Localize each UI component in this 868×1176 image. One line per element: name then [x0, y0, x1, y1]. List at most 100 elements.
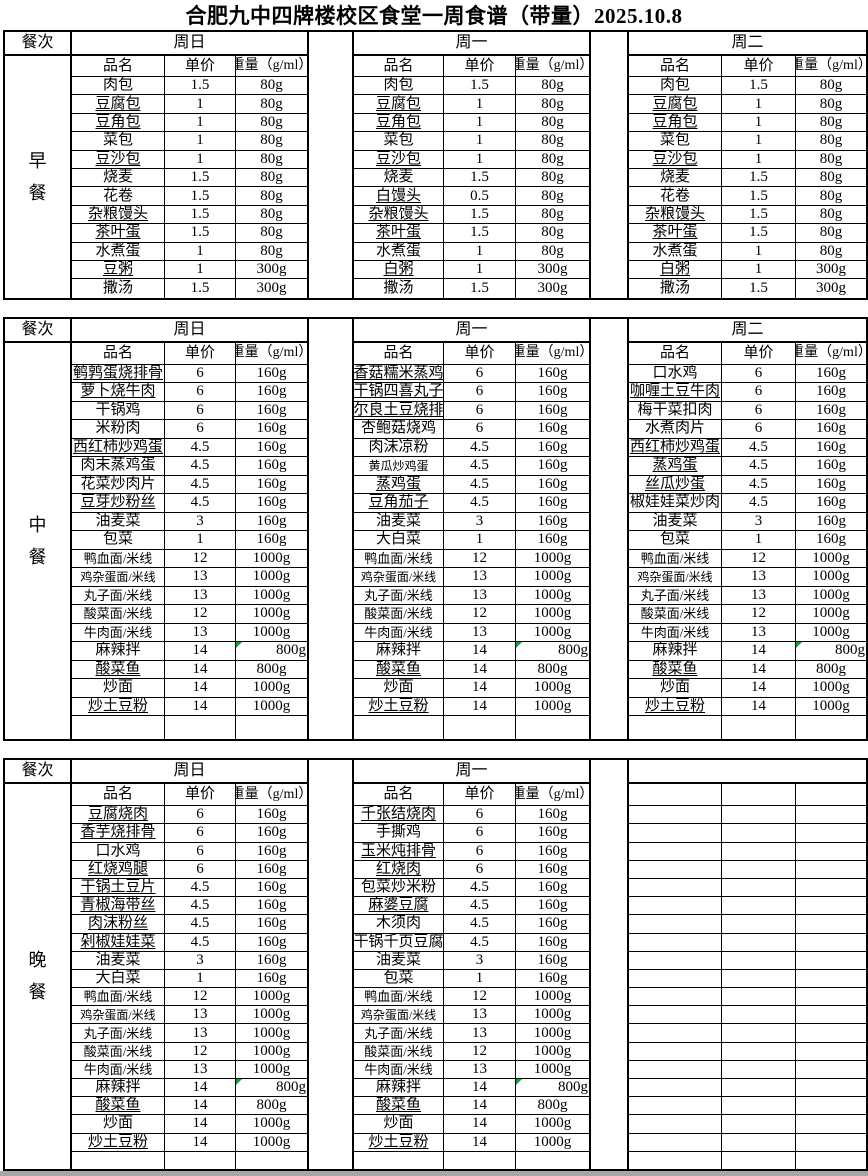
item-name-cell: 豆角包: [354, 113, 444, 133]
item-name-cell: 萝卜烧牛肉: [72, 383, 165, 402]
item-name-cell: [629, 878, 722, 898]
item-price-cell: 14: [444, 642, 516, 661]
item-qty-cell: 160g: [796, 420, 866, 439]
item-qty-cell: 160g: [516, 420, 589, 439]
item-qty-cell: 160g: [516, 365, 589, 384]
subheader-qty: 重量（g/ml）: [796, 343, 866, 365]
item-qty-cell: 800g: [236, 642, 307, 661]
empty-cell: [796, 1152, 866, 1169]
item-name-cell: 炒土豆粉: [354, 1133, 444, 1152]
item-price-cell: 13: [444, 586, 516, 606]
item-price-cell: 13: [444, 1006, 516, 1025]
item-price-cell: [722, 878, 796, 898]
item-price-cell: 13: [165, 586, 236, 606]
day-header: 周日: [72, 319, 307, 343]
item-name-cell: 菜包: [629, 132, 722, 151]
item-qty-cell: 80g: [236, 95, 307, 114]
item-price-cell: 14: [165, 1115, 236, 1134]
item-qty-cell: 80g: [796, 151, 866, 169]
item-qty-cell: 300g: [537, 279, 568, 296]
spacer-column: [307, 915, 354, 934]
item-price-cell: 6: [722, 364, 796, 384]
item-qty-cell: 1000g: [796, 568, 866, 587]
item-qty-cell: 1000g: [236, 568, 307, 587]
item-name-cell: 豆腐包: [629, 95, 722, 114]
item-name-cell: 牛肉面/米线: [72, 623, 165, 643]
item-price-cell: 14: [444, 660, 516, 680]
item-price-cell: [722, 1006, 796, 1025]
item-qty-cell: 1000g: [236, 1134, 307, 1152]
item-price-cell: 13: [722, 623, 796, 643]
item-name-cell: 豆粥: [72, 260, 165, 280]
meal-label-char: 餐: [28, 982, 47, 1003]
spacer-column: [307, 933, 354, 952]
item-name-cell: [629, 1079, 722, 1098]
spacer-column: [589, 205, 629, 225]
item-qty-cell: 160g: [236, 861, 307, 879]
item-price-cell: [722, 860, 796, 879]
subheader-name: 品名: [629, 342, 722, 365]
item-price-cell: 1: [722, 531, 796, 550]
subheader-qty: 重量（g/ml）: [516, 56, 589, 77]
item-price-cell: 14: [165, 642, 236, 661]
item-qty-cell: 1000g: [236, 1006, 307, 1025]
item-qty-cell: 160g: [516, 934, 589, 952]
item-qty-cell: 1000g: [516, 1043, 589, 1061]
item-price-cell: 4.5: [165, 915, 236, 934]
item-name-cell: 鸡杂蛋面/米线: [354, 568, 444, 587]
item-name-cell: 炒土豆粉: [72, 697, 165, 717]
item-qty-cell: 80g: [516, 95, 589, 114]
item-qty-cell: 80g: [796, 169, 866, 188]
item-price-cell: 13: [444, 568, 516, 587]
item-price-cell: 6: [165, 806, 236, 825]
item-price-cell: 1: [444, 531, 516, 550]
item-name-cell: 剁椒娃娃菜: [72, 933, 165, 952]
spacer-column: [589, 32, 629, 56]
item-name-cell: 炒面: [354, 679, 444, 698]
item-price-cell: 6: [444, 401, 516, 421]
spacer-column: [307, 878, 354, 898]
item-name-cell: 红烧鸡腿: [72, 860, 165, 879]
spacer-column: [307, 420, 354, 439]
item-qty-cell: 80g: [516, 132, 589, 151]
subheader-name: [629, 784, 722, 807]
item-price-cell: [722, 897, 796, 916]
spacer-column: [589, 77, 629, 96]
item-qty-cell: [796, 1006, 866, 1025]
item-price-cell: 1: [444, 113, 516, 133]
item-price-cell: 6: [165, 383, 236, 402]
item-price-cell: 14: [444, 1115, 516, 1134]
item-name-cell: 茶叶蛋: [629, 224, 722, 243]
item-price-cell: 6: [165, 824, 236, 843]
item-qty-cell: 160g: [516, 843, 589, 861]
item-qty-cell: 800g: [516, 642, 589, 661]
item-name-cell: 鸭血面/米线: [72, 988, 165, 1007]
empty-cell: [165, 716, 236, 740]
item-name-cell: 西红柿炒鸡蛋: [72, 438, 165, 458]
item-price-cell: 4.5: [722, 494, 796, 513]
empty-cell: [72, 716, 165, 740]
empty-cell: [354, 716, 444, 740]
item-price-cell: 1.5: [165, 279, 236, 298]
item-qty-cell: 160g: [796, 365, 866, 384]
item-qty-cell: 80g: [236, 114, 307, 133]
spacer-column: [589, 475, 629, 495]
item-price-cell: 6: [444, 824, 516, 843]
item-price-cell: 13: [444, 1060, 516, 1079]
item-price-cell: 14: [722, 697, 796, 717]
item-qty-cell: 1000g: [796, 624, 866, 643]
spacer-column: [589, 531, 629, 550]
item-name-cell: 豆腐包: [354, 95, 444, 114]
item-price-cell: 6: [722, 383, 796, 402]
item-name-cell: 菜包: [72, 132, 165, 151]
item-name-cell: 口水鸡: [72, 842, 165, 861]
item-name-cell: 蒸鸡蛋: [354, 475, 444, 495]
item-name-cell: 鸡杂蛋面/米线: [72, 568, 165, 587]
spacer-column: [589, 568, 629, 587]
item-price-cell: 1: [165, 113, 236, 133]
item-price-cell: 13: [165, 623, 236, 643]
spacer-column: [589, 187, 629, 206]
spacer-column: [307, 642, 354, 661]
item-name-cell: 油麦菜: [72, 951, 165, 970]
item-name-cell: 鸡杂蛋面/米线: [629, 568, 722, 587]
